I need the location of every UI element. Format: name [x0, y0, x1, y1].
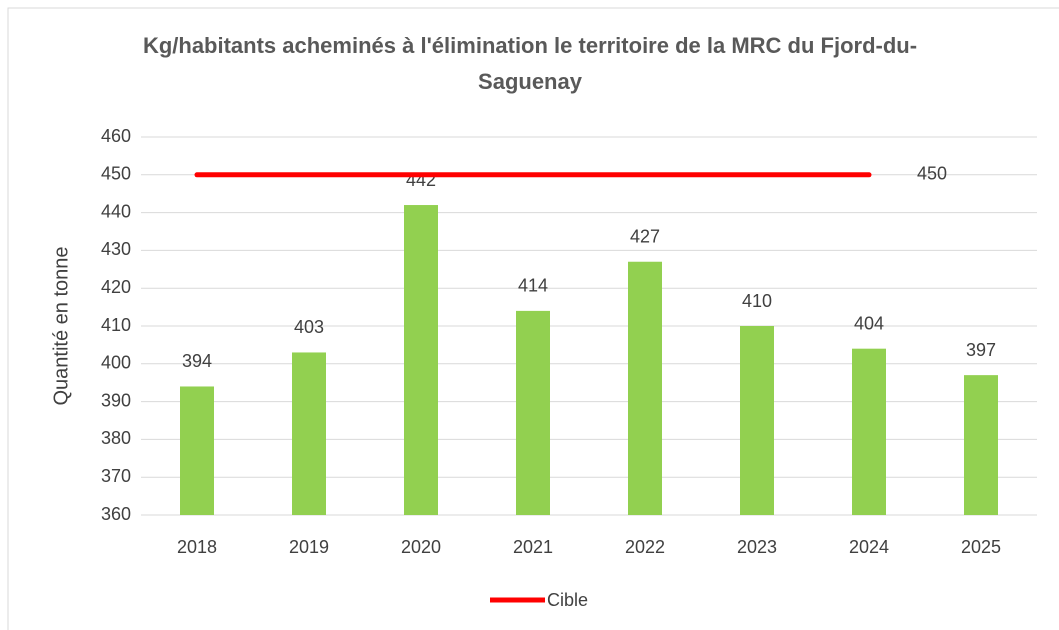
bar — [516, 310, 550, 515]
y-tick-label: 450 — [101, 164, 131, 184]
x-tick-label: 2019 — [289, 537, 329, 557]
y-axis-label: Quantité en tonne — [50, 246, 72, 405]
bar — [292, 352, 326, 515]
legend-label: Cible — [547, 590, 588, 610]
y-tick-label: 420 — [101, 277, 131, 297]
data-label: 450 — [917, 164, 947, 184]
data-label: 427 — [630, 226, 660, 246]
data-label: 404 — [854, 313, 884, 333]
bar — [404, 205, 438, 516]
data-label: 414 — [518, 276, 548, 296]
y-tick-label: 360 — [101, 504, 131, 524]
x-tick-label: 2018 — [177, 537, 217, 557]
data-label: 403 — [294, 317, 324, 337]
x-tick-label: 2020 — [401, 537, 441, 557]
chart-border — [7, 7, 1059, 630]
x-tick-label: 2021 — [513, 537, 553, 557]
bar — [852, 348, 886, 515]
data-label: 410 — [742, 291, 772, 311]
bar — [180, 386, 214, 515]
bar — [964, 375, 998, 515]
bar — [740, 326, 774, 515]
bar — [628, 261, 662, 515]
y-tick-label: 430 — [101, 239, 131, 259]
y-tick-label: 370 — [101, 466, 131, 486]
x-tick-label: 2025 — [961, 537, 1001, 557]
y-tick-label: 390 — [101, 390, 131, 410]
data-label: 397 — [966, 340, 996, 360]
x-tick-label: 2022 — [625, 537, 665, 557]
y-tick-label: 460 — [101, 126, 131, 146]
data-label: 394 — [182, 351, 212, 371]
x-tick-label: 2023 — [737, 537, 777, 557]
chart-title: Kg/habitants acheminés à l'élimination l… — [142, 33, 918, 94]
y-tick-label: 380 — [101, 428, 131, 448]
x-tick-label: 2024 — [849, 537, 889, 557]
y-tick-label: 440 — [101, 201, 131, 221]
y-tick-label: 410 — [101, 315, 131, 335]
y-tick-label: 400 — [101, 353, 131, 373]
